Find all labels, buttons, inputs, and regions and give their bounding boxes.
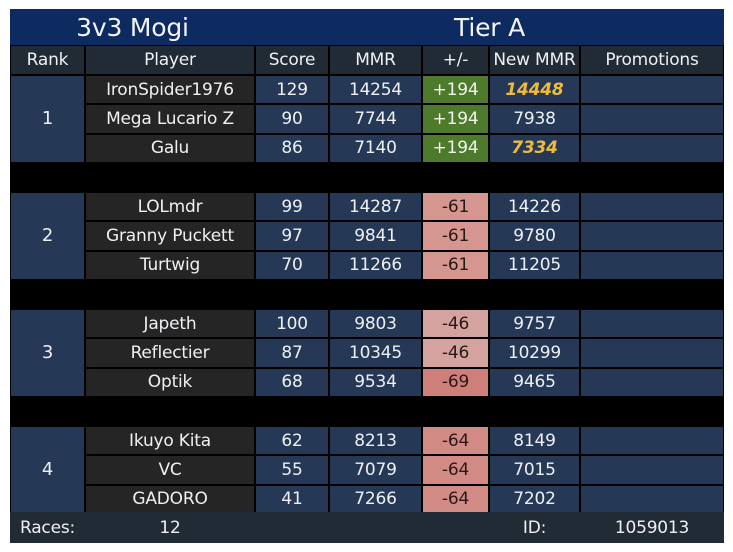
- player-score: 68: [255, 367, 329, 397]
- player-promotion: [580, 221, 724, 251]
- player-name: Turtwig: [85, 250, 255, 280]
- player-promotion: [580, 426, 724, 456]
- player-score: 90: [255, 104, 329, 134]
- player-mmr: 14254: [329, 75, 422, 105]
- player-delta: +194: [422, 133, 489, 163]
- player-score: 62: [255, 426, 329, 456]
- player-promotion: [580, 338, 724, 368]
- header-promotions: Promotions: [580, 45, 724, 75]
- player-mmr: 7266: [329, 484, 422, 514]
- team-rank: 2: [10, 192, 85, 280]
- player-promotion: [580, 367, 724, 397]
- player-mmr: 11266: [329, 250, 422, 280]
- tier-title: Tier A: [255, 9, 724, 45]
- player-new-mmr: 9780: [489, 221, 580, 251]
- player-mmr: 8213: [329, 426, 422, 456]
- player-mmr: 7744: [329, 104, 422, 134]
- player-new-mmr: 7938: [489, 104, 580, 134]
- format-title: 3v3 Mogi: [10, 9, 255, 45]
- player-name: LOLmdr: [85, 192, 255, 222]
- team-rank: 3: [10, 309, 85, 397]
- player-score: 129: [255, 75, 329, 105]
- player-name: IronSpider1976: [85, 75, 255, 105]
- mmr-table: 3v3 Mogi Tier A Rank Player Score MMR +/…: [10, 9, 724, 543]
- id-value: 1059013: [614, 517, 690, 538]
- team-rank: 4: [10, 426, 85, 514]
- player-name: Galu: [85, 133, 255, 163]
- header-player: Player: [85, 45, 255, 75]
- player-new-mmr: 11205: [489, 250, 580, 280]
- player-score: 86: [255, 133, 329, 163]
- player-score: 100: [255, 309, 329, 339]
- footer-bar: [10, 512, 724, 543]
- player-name: Granny Puckett: [85, 221, 255, 251]
- player-promotion: [580, 75, 724, 105]
- player-promotion: [580, 192, 724, 222]
- player-score: 99: [255, 192, 329, 222]
- player-delta: -61: [422, 221, 489, 251]
- player-delta: -46: [422, 309, 489, 339]
- player-score: 70: [255, 250, 329, 280]
- player-delta: -46: [422, 338, 489, 368]
- player-mmr: 10345: [329, 338, 422, 368]
- player-new-mmr: 9465: [489, 367, 580, 397]
- player-delta: +194: [422, 104, 489, 134]
- player-score: 41: [255, 484, 329, 514]
- player-new-mmr: 7202: [489, 484, 580, 514]
- player-new-mmr: 9757: [489, 309, 580, 339]
- player-mmr: 7079: [329, 455, 422, 485]
- player-promotion: [580, 104, 724, 134]
- header-mmr: MMR: [329, 45, 422, 75]
- player-delta: -64: [422, 484, 489, 514]
- player-new-mmr: 14448: [489, 75, 580, 105]
- player-mmr: 9534: [329, 367, 422, 397]
- player-new-mmr: 7015: [489, 455, 580, 485]
- player-promotion: [580, 455, 724, 485]
- player-promotion: [580, 133, 724, 163]
- player-new-mmr: 8149: [489, 426, 580, 456]
- player-delta: -61: [422, 192, 489, 222]
- player-name: Optik: [85, 367, 255, 397]
- player-name: Mega Lucario Z: [85, 104, 255, 134]
- player-name: Japeth: [85, 309, 255, 339]
- player-score: 55: [255, 455, 329, 485]
- team-rank: 1: [10, 75, 85, 163]
- player-delta: -64: [422, 455, 489, 485]
- player-name: Reflectier: [85, 338, 255, 368]
- races-label: Races:: [19, 517, 76, 538]
- player-score: 97: [255, 221, 329, 251]
- player-mmr: 7140: [329, 133, 422, 163]
- player-name: VC: [85, 455, 255, 485]
- player-delta: -69: [422, 367, 489, 397]
- player-promotion: [580, 309, 724, 339]
- player-new-mmr: 10299: [489, 338, 580, 368]
- id-label: ID:: [522, 517, 547, 538]
- player-promotion: [580, 250, 724, 280]
- player-mmr: 14287: [329, 192, 422, 222]
- header-rank: Rank: [10, 45, 85, 75]
- player-delta: -64: [422, 426, 489, 456]
- header-new-mmr: New MMR: [489, 45, 580, 75]
- player-promotion: [580, 484, 724, 514]
- player-score: 87: [255, 338, 329, 368]
- player-new-mmr: 7334: [489, 133, 580, 163]
- header-delta: +/-: [422, 45, 489, 75]
- player-delta: +194: [422, 75, 489, 105]
- races-value: 12: [159, 517, 181, 538]
- player-delta: -61: [422, 250, 489, 280]
- player-name: Ikuyo Kita: [85, 426, 255, 456]
- player-mmr: 9841: [329, 221, 422, 251]
- player-new-mmr: 14226: [489, 192, 580, 222]
- player-name: GADORO: [85, 484, 255, 514]
- header-score: Score: [255, 45, 329, 75]
- player-mmr: 9803: [329, 309, 422, 339]
